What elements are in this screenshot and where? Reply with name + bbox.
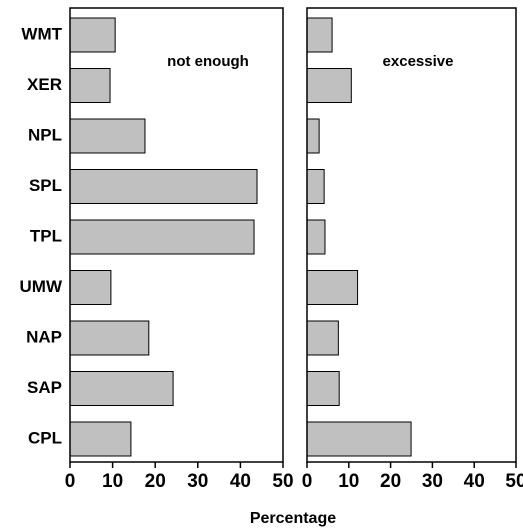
x-tick-label: 20 xyxy=(380,471,401,492)
bar xyxy=(306,270,359,305)
y-tick-label: WMT xyxy=(21,24,62,43)
bar xyxy=(306,118,320,154)
y-tick-label: SPL xyxy=(29,176,62,195)
bar xyxy=(69,17,116,53)
bar xyxy=(306,68,352,103)
x-tick-label: 0 xyxy=(65,471,76,492)
y-tick-label: CPL xyxy=(28,428,62,447)
panel-frame xyxy=(69,7,284,463)
bar xyxy=(69,421,132,457)
x-tick-label: 30 xyxy=(422,471,443,492)
y-tick-label: XER xyxy=(27,75,62,94)
bar xyxy=(69,320,150,356)
bar xyxy=(69,68,111,103)
panel-frame xyxy=(306,7,517,463)
y-tick-label: UMW xyxy=(20,277,63,296)
x-tick-label: 20 xyxy=(145,471,166,492)
y-tick-label: TPL xyxy=(30,226,62,245)
bar xyxy=(69,270,112,305)
bar xyxy=(69,219,255,255)
x-axis-label: Percentage xyxy=(250,510,336,527)
x-tick-label: 30 xyxy=(187,471,208,492)
bar xyxy=(306,219,326,255)
bar xyxy=(306,320,339,356)
y-tick-label: NAP xyxy=(26,327,62,346)
bar xyxy=(306,421,412,457)
annotation: not enough xyxy=(167,53,249,70)
annotation: excessive xyxy=(383,53,454,70)
x-tick-label: 50 xyxy=(505,471,523,492)
bar xyxy=(69,169,258,204)
x-tick-label: 40 xyxy=(464,471,485,492)
x-tick-label: 50 xyxy=(272,471,293,492)
x-tick-label: 10 xyxy=(102,471,123,492)
bar xyxy=(69,118,146,154)
y-tick-label: SAP xyxy=(27,378,62,397)
y-tick-label: NPL xyxy=(28,125,62,144)
bar xyxy=(306,169,325,204)
x-tick-label: 40 xyxy=(230,471,251,492)
x-tick-label: 0 xyxy=(302,471,313,492)
bar xyxy=(69,371,174,406)
bar xyxy=(306,17,333,53)
bar xyxy=(306,371,340,406)
x-tick-label: 10 xyxy=(338,471,359,492)
